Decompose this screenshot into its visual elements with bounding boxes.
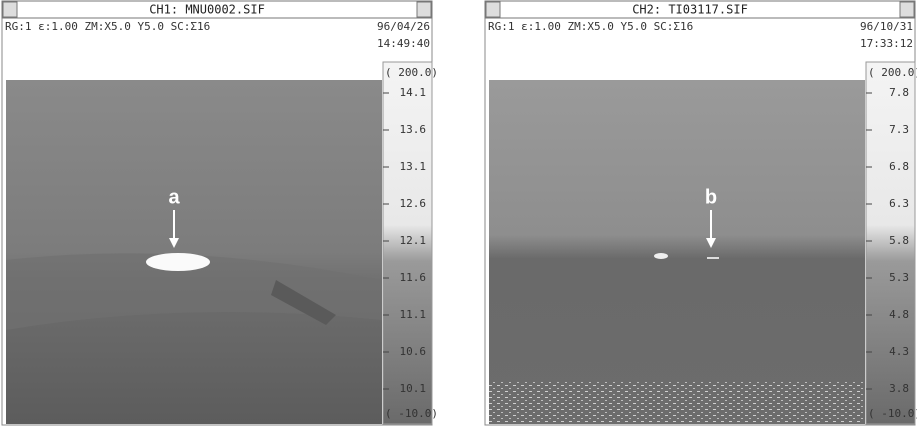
thermal-image (6, 80, 382, 424)
scale-min: ( -10.0) (868, 407, 917, 420)
scale-label: 7.3 (889, 123, 909, 136)
scroll-button[interactable] (900, 2, 914, 17)
hot-spot (654, 253, 668, 259)
scale-label: 12.6 (400, 197, 427, 210)
scale-label: 12.1 (400, 234, 427, 247)
time: 14:49:40 (377, 37, 430, 50)
scale-label: 5.8 (889, 234, 909, 247)
date: 96/04/26 (377, 20, 430, 33)
hot-spot (146, 253, 210, 271)
marker-label: a (168, 186, 180, 208)
scale-label: 4.3 (889, 345, 909, 358)
scale-min: ( -10.0) (385, 407, 438, 420)
scale-label: 11.1 (400, 308, 427, 321)
scale-max: ( 200.0) (385, 66, 438, 79)
info-line: RG:1 ε:1.00 ZM:X5.0 Y5.0 SC:Σ16 (488, 20, 693, 33)
scale-max: ( 200.0) (868, 66, 917, 79)
scroll-button[interactable] (417, 2, 431, 17)
scale-label: 11.6 (400, 271, 427, 284)
scale-label: 6.8 (889, 160, 909, 173)
scale-label: 14.1 (400, 86, 427, 99)
scale-label: 10.6 (400, 345, 427, 358)
window-title: CH1: MNU0002.SIF (149, 3, 265, 17)
menu-button[interactable] (486, 2, 500, 17)
info-line: RG:1 ε:1.00 ZM:X5.0 Y5.0 SC:Σ16 (5, 20, 210, 33)
scale-label: 13.1 (400, 160, 427, 173)
scale-label: 3.8 (889, 382, 909, 395)
thermal-image (489, 80, 865, 424)
scale-label: 4.8 (889, 308, 909, 321)
scale-label: 5.3 (889, 271, 909, 284)
scale-label: 7.8 (889, 86, 909, 99)
scale-label: 6.3 (889, 197, 909, 210)
menu-button[interactable] (3, 2, 17, 17)
time: 17:33:12 (860, 37, 913, 50)
marker-label: b (705, 186, 717, 208)
scale-label: 13.6 (400, 123, 427, 136)
scale-label: 10.1 (400, 382, 427, 395)
speckle-band (489, 380, 865, 424)
date: 96/10/31 (860, 20, 913, 33)
window-title: CH2: TI03117.SIF (632, 3, 748, 17)
screenshot: CH1: MNU0002.SIF RG:1 ε:1.00 ZM:X5.0 Y5.0… (0, 0, 917, 427)
